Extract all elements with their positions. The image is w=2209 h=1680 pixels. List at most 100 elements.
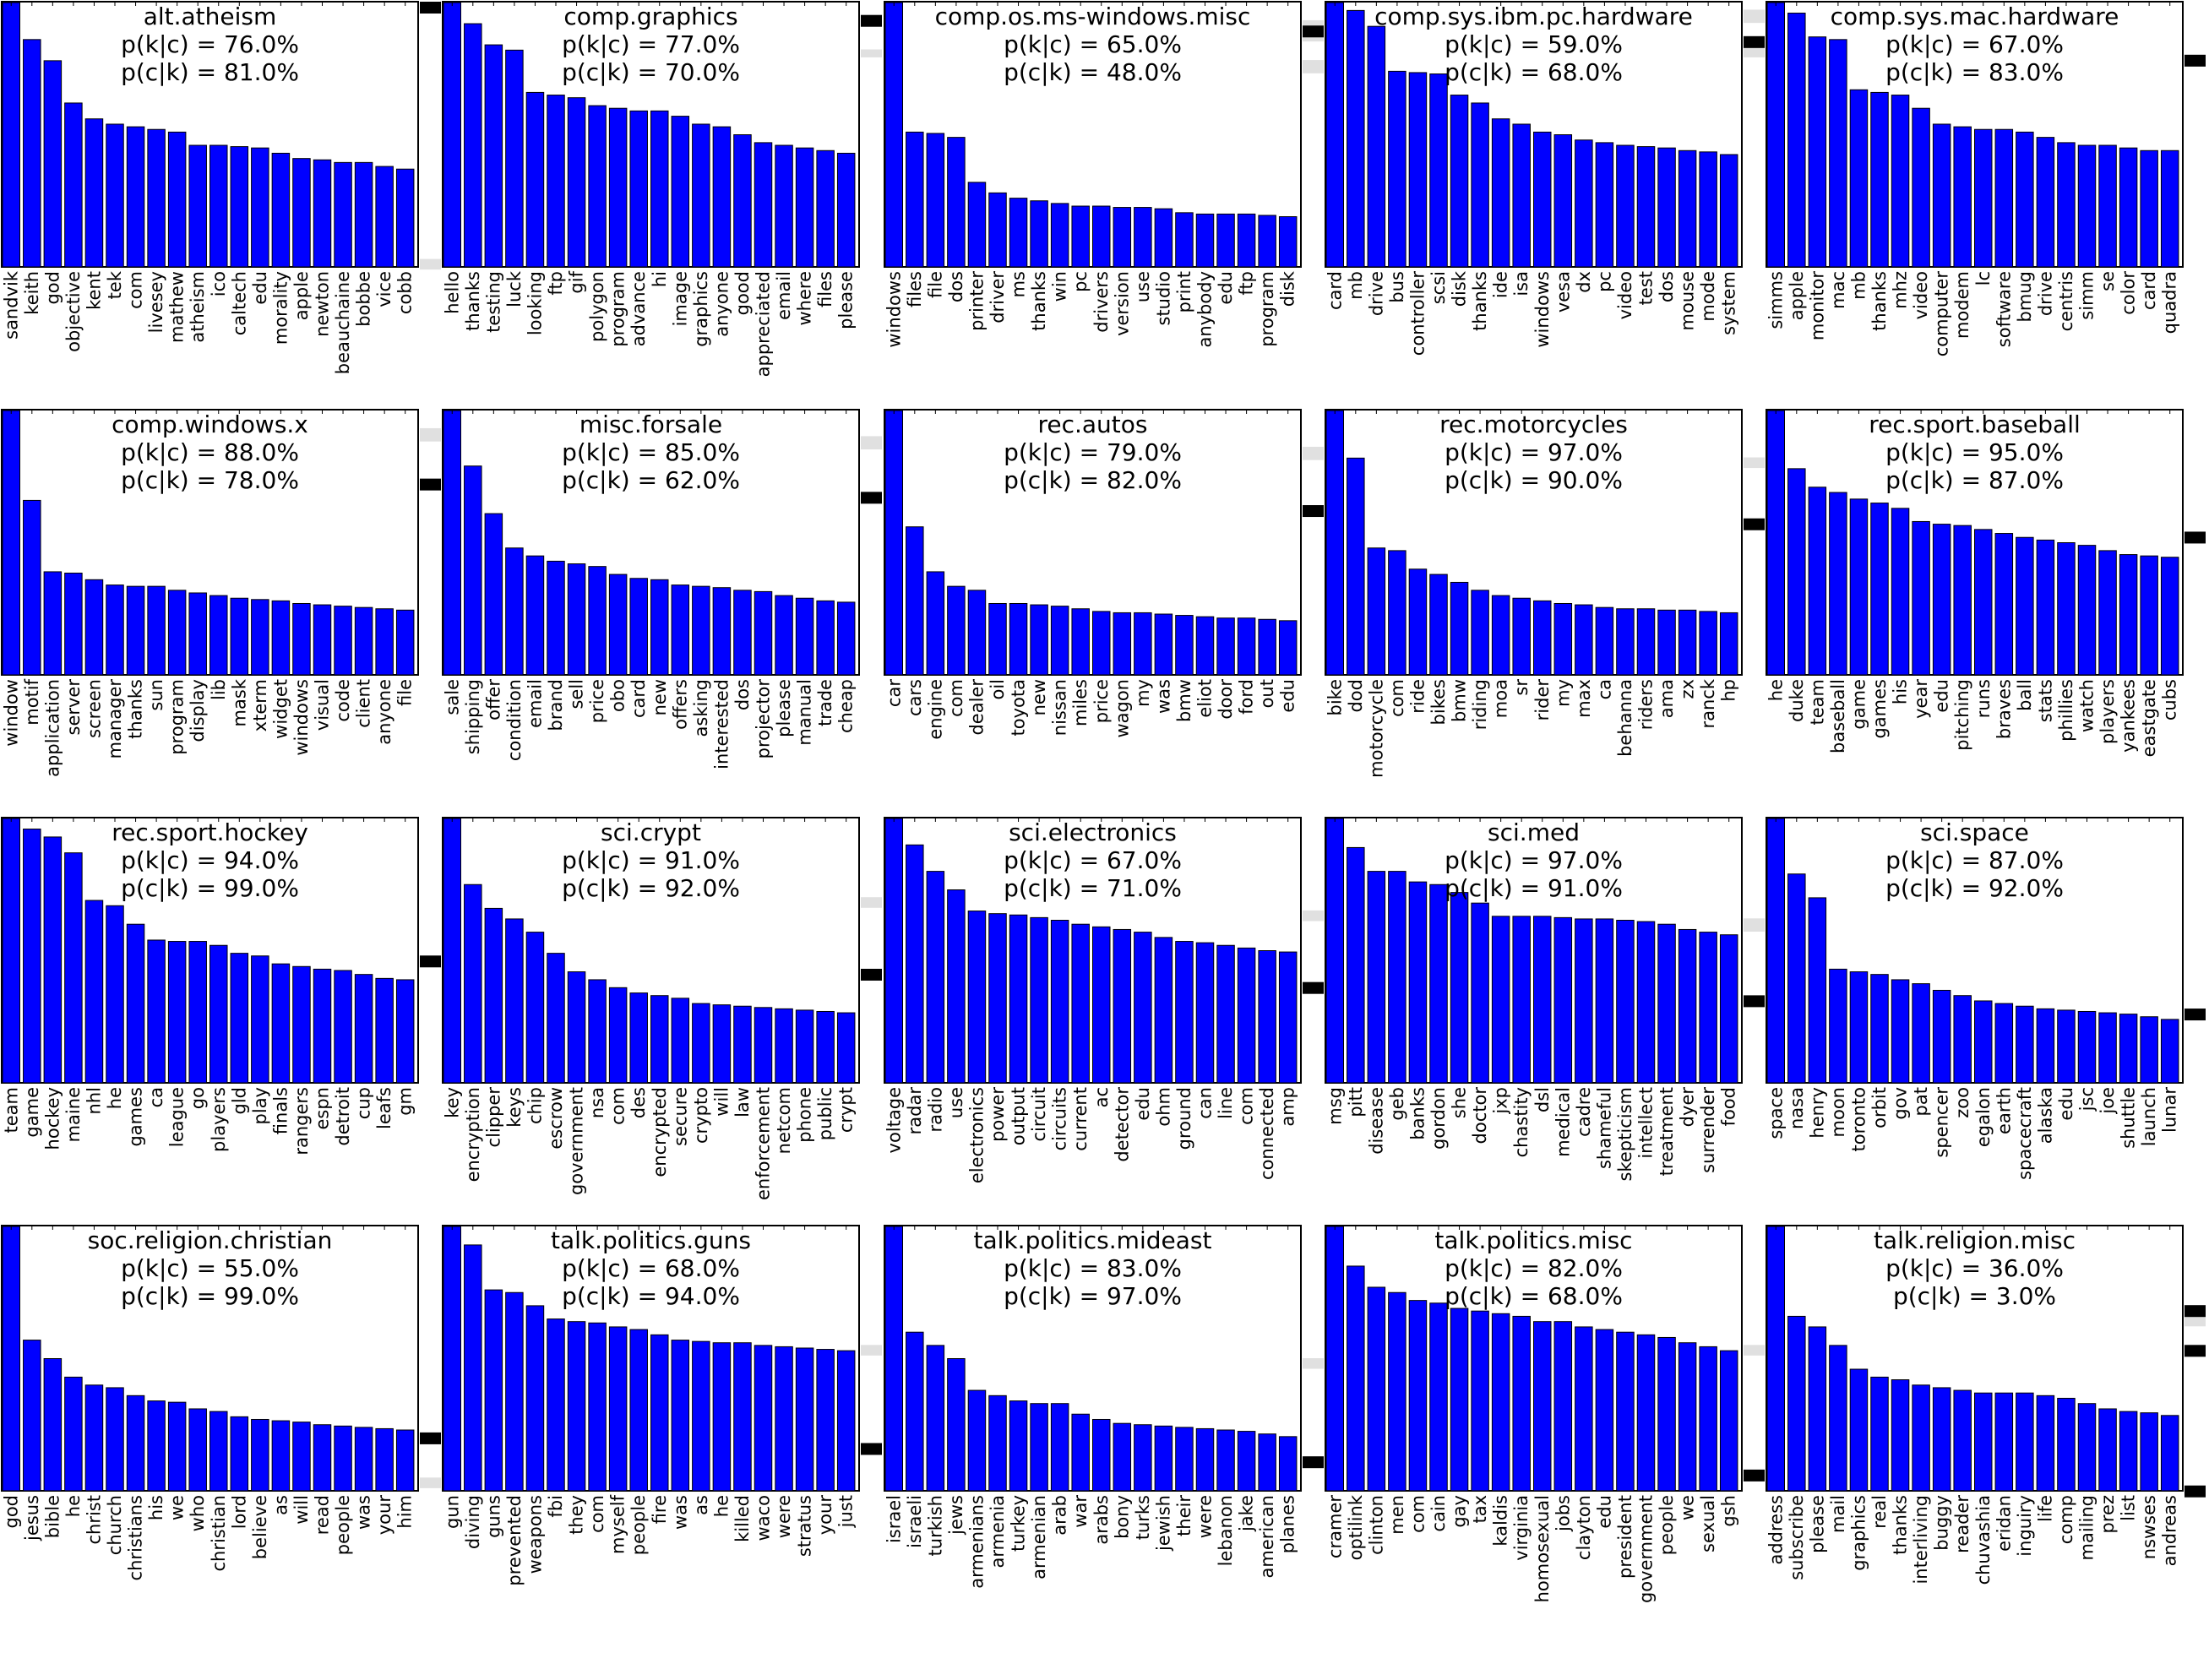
tick-label: dyer	[1678, 1087, 1698, 1128]
bar	[775, 144, 793, 268]
bar	[836, 1350, 856, 1492]
bar	[292, 965, 311, 1084]
bar	[1408, 1300, 1428, 1492]
tick-label: cobb	[395, 271, 416, 314]
panel-title: comp.windows.x	[112, 410, 308, 438]
tick-label: gld	[229, 1087, 249, 1115]
bar	[947, 1358, 966, 1492]
tick-label: launch	[2139, 1087, 2159, 1146]
bar	[1636, 146, 1656, 268]
bar	[712, 587, 732, 676]
tick-label: as	[691, 1495, 711, 1515]
tick-label: system	[1719, 271, 1739, 335]
tick-label: windows	[291, 679, 312, 756]
tick-label: ama	[1657, 679, 1677, 718]
bar	[188, 941, 207, 1084]
tick-label: eliot	[1195, 679, 1216, 718]
tick-label: armenian	[1029, 1495, 1049, 1579]
bar	[64, 1376, 83, 1492]
pkc-label: p(k|c) = 83.0%	[1004, 1254, 1182, 1282]
tick-label: jsc	[2077, 1087, 2097, 1112]
bar	[795, 147, 814, 268]
tick-label: bus	[1387, 271, 1407, 303]
tick-label: jews	[946, 1495, 966, 1536]
bar	[1636, 1334, 1656, 1492]
tick-label: we	[167, 1495, 188, 1520]
tick-label: pc	[1070, 271, 1091, 292]
tick-label: anybody	[1195, 271, 1216, 348]
tick-label: anyone	[374, 679, 394, 745]
tick-label: pitching	[1952, 679, 1972, 751]
bar	[1134, 612, 1152, 676]
tick-label: ide	[1491, 271, 1511, 298]
tick-label: food	[1719, 1087, 1739, 1126]
tick-label: polygon	[587, 271, 607, 342]
panel-title: rec.autos	[1037, 410, 1147, 438]
bar	[64, 572, 83, 676]
tick-label: circuit	[1029, 1087, 1049, 1141]
strip-mark	[2185, 1345, 2206, 1357]
tick-label: anyone	[711, 271, 732, 337]
tick-label: game	[22, 1087, 42, 1138]
tick-label: server	[63, 679, 84, 736]
bar	[2036, 539, 2055, 676]
bar	[1450, 1308, 1469, 1492]
tick-label: secure	[670, 1087, 690, 1146]
bar	[464, 465, 482, 676]
tick-label: new	[650, 679, 670, 715]
tick-label: tek	[105, 270, 125, 299]
tick-label: trade	[815, 679, 835, 726]
bar	[292, 602, 311, 676]
tick-label: will	[711, 1087, 732, 1117]
tick-label: detroit	[333, 1087, 353, 1146]
bar	[967, 182, 987, 268]
panel-title: soc.religion.christian	[88, 1226, 333, 1254]
bar	[1870, 974, 1889, 1084]
pck-label: p(c|k) = 87.0%	[1885, 466, 2064, 494]
tick-label: edu	[1278, 679, 1298, 713]
tick-label: interested	[711, 679, 732, 769]
strip-mark	[1303, 25, 1324, 38]
tick-label: sell	[567, 679, 587, 710]
tick-label: jxp	[1491, 1087, 1511, 1115]
bar	[2077, 1010, 2097, 1084]
tick-label: nissan	[1050, 679, 1070, 736]
bar	[2036, 1008, 2055, 1084]
tick-label: people	[1657, 1495, 1677, 1555]
bar	[1237, 1431, 1256, 1492]
tick-label: address	[1766, 1495, 1786, 1565]
bar	[629, 578, 648, 676]
strip-mark	[1744, 35, 1765, 48]
bar	[2057, 1397, 2076, 1492]
bar	[1429, 574, 1448, 676]
tick-label: connected	[1257, 1087, 1277, 1180]
side-strip	[1303, 446, 1324, 518]
tick-label: window	[1, 679, 21, 747]
tick-label: card	[2139, 271, 2159, 310]
tick-label: bike	[1325, 679, 1345, 716]
bar	[988, 913, 1007, 1084]
bar	[671, 1340, 690, 1492]
bar	[650, 1334, 669, 1492]
tick-label: voltage	[884, 1087, 904, 1153]
tick-label: msg	[1325, 1087, 1345, 1125]
strip-mark	[1303, 505, 1324, 518]
bar	[1092, 205, 1111, 268]
tick-label: testing	[483, 271, 503, 333]
tick-label: monitor	[1807, 271, 1827, 341]
strip-mark	[1303, 981, 1324, 994]
bar	[1347, 846, 1365, 1084]
tick-label: manual	[795, 679, 815, 746]
chart-panel: comp.windows.xp(k|c) = 88.0%p(c|k) = 78.…	[1, 409, 419, 777]
tick-label: your	[374, 1495, 394, 1536]
tick-label: brand	[546, 679, 566, 731]
bar	[1849, 89, 1869, 268]
tick-label: fbi	[546, 1495, 566, 1518]
bar	[84, 1384, 104, 1492]
tick-label: government	[567, 1087, 587, 1195]
bar	[126, 923, 145, 1084]
tick-label: waco	[754, 1495, 774, 1541]
